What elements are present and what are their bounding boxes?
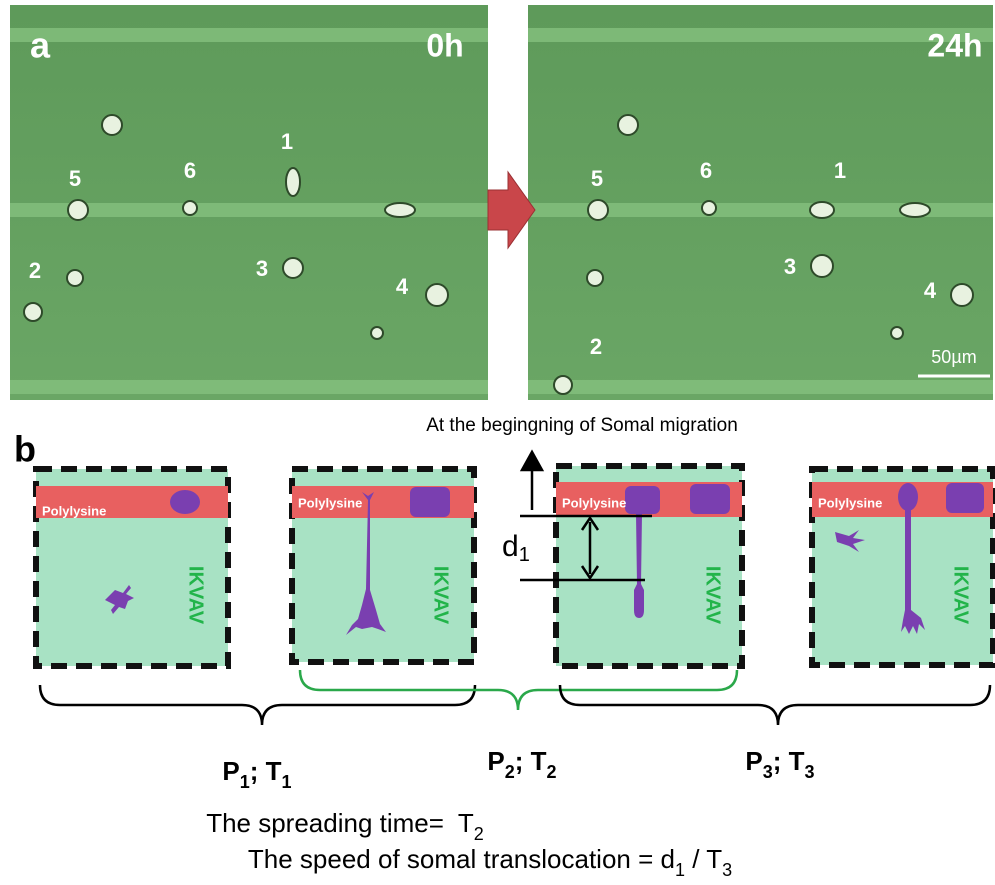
layer-label: Polylysine xyxy=(818,495,882,510)
distance-label: d1 xyxy=(502,530,530,566)
cell-number: 1 xyxy=(281,129,293,154)
cell-number: 3 xyxy=(256,256,268,281)
cell-number: 6 xyxy=(700,158,712,183)
substrate-label: IKVAV xyxy=(950,566,972,625)
caption: At the begingning of Somal migration xyxy=(426,415,738,436)
figure: a 0h 24h 1 5 6 2 3 4 1 5 6 2 3 4 50µm b … xyxy=(0,0,995,885)
cell-number: 4 xyxy=(396,274,409,299)
cell-number: 4 xyxy=(924,278,937,303)
time-arrow xyxy=(488,172,535,248)
substrate-label: IKVAV xyxy=(702,566,724,625)
cell-number: 1 xyxy=(834,158,846,183)
cell-number: 6 xyxy=(184,158,196,183)
cell-number: 5 xyxy=(69,166,81,191)
cell-number: 2 xyxy=(29,258,41,283)
equation: The spreading time= T2 xyxy=(206,808,484,844)
image-0h xyxy=(10,5,488,400)
cell-number: 5 xyxy=(591,166,603,191)
panel-label: a xyxy=(30,25,51,66)
braces xyxy=(40,670,990,725)
layer-label: Polylysine xyxy=(42,503,106,518)
panel-label: b xyxy=(14,429,36,470)
equation: The speed of somal translocation = d1 / … xyxy=(248,844,732,880)
substrate-label: IKVAV xyxy=(185,566,207,625)
cell-number: 3 xyxy=(784,254,796,279)
layer-label: Polylysine xyxy=(562,495,626,510)
phase-label: P3; T3 xyxy=(745,746,814,782)
scale-label: 50µm xyxy=(931,347,976,367)
phase-label: P1; T1 xyxy=(222,756,291,792)
substrate-label: IKVAV xyxy=(430,566,452,625)
time-label: 0h xyxy=(426,27,463,63)
layer-label: Polylysine xyxy=(298,495,362,510)
time-label: 24h xyxy=(927,27,982,63)
phase-label: P2; T2 xyxy=(487,746,556,782)
cell-number: 2 xyxy=(590,334,602,359)
